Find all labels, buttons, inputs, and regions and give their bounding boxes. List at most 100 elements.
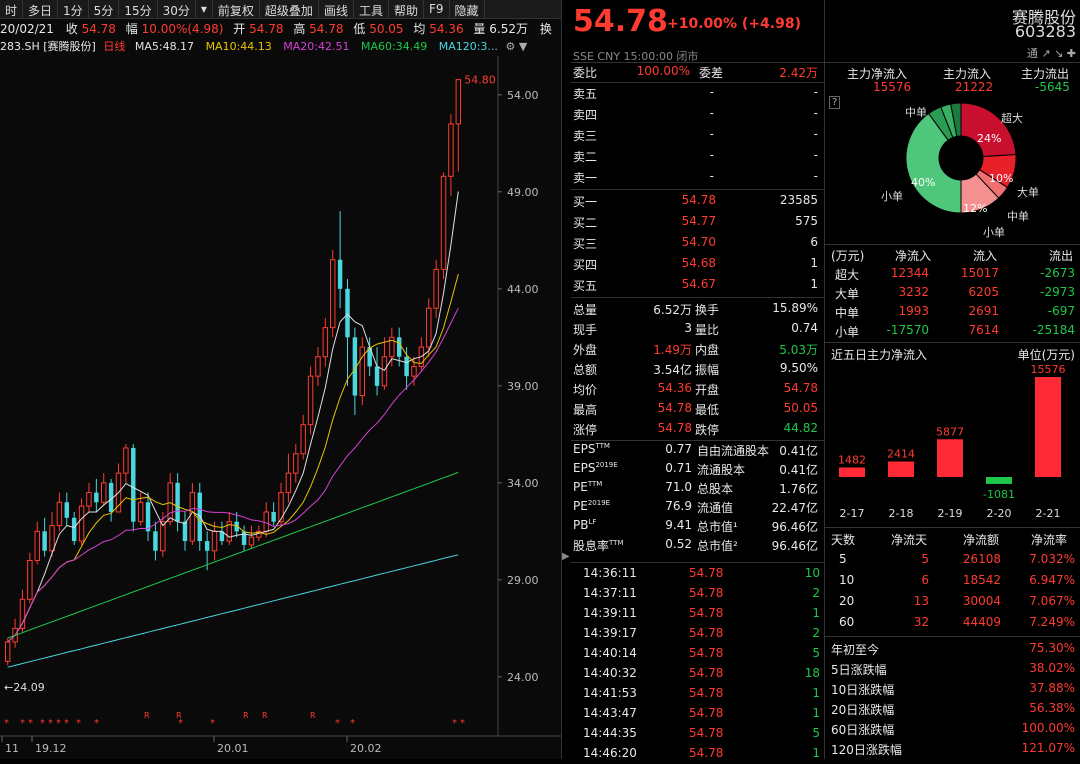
- tick-price: 54.78: [689, 646, 724, 660]
- candle-body: [367, 347, 372, 367]
- stat-label: 振幅: [695, 363, 720, 377]
- low-label: 低: [353, 22, 366, 36]
- period-header-cell: 净流额: [963, 533, 1000, 547]
- sell-level-row[interactable]: 卖三 - -: [571, 125, 824, 145]
- chart-toolbar: 时多日 1分 5分 15分 30分 ▾ 前复权 超级叠加 画线 工具 帮助 F9 隐藏: [0, 0, 561, 19]
- five-day-bar-value: 5877: [936, 425, 964, 438]
- toolbar-item[interactable]: 帮助: [389, 0, 424, 19]
- toolbar-item[interactable]: 15分: [119, 0, 158, 19]
- period-cell: 5: [839, 552, 847, 566]
- toolbar-item[interactable]: 工具: [354, 0, 389, 19]
- candle-body: [64, 502, 70, 518]
- stat-label: 内盘: [695, 343, 720, 357]
- performance-value: 121.07%: [1021, 741, 1075, 755]
- flow-table-row: 中单 1993 2691 -697: [825, 302, 1080, 322]
- buy-level-row[interactable]: 买三 54.70 6: [571, 233, 824, 253]
- period-cell: 7.067%: [1029, 594, 1075, 608]
- expand-arrow-icon[interactable]: ▶: [562, 551, 570, 562]
- tick-time: 14:43:47: [583, 706, 637, 720]
- stat-value: 3.54亿: [653, 363, 692, 377]
- tick-time: 14:39:17: [583, 626, 637, 640]
- candle-body: [271, 511, 276, 522]
- buy-level-row[interactable]: 买一 54.78 23585: [571, 191, 824, 211]
- candle-body: [285, 472, 292, 494]
- tick-row: 14:39:17 54.78 2: [571, 624, 824, 644]
- buy-level-row[interactable]: 买二 54.77 575: [571, 212, 824, 232]
- stat-value: 54.78: [783, 381, 818, 395]
- stat-value: 3: [684, 321, 692, 335]
- stat-label: 跌停: [695, 423, 720, 437]
- tick-volume: 2: [812, 626, 820, 640]
- period-cell: 20: [839, 594, 855, 608]
- tick-time: 14:40:32: [583, 666, 637, 680]
- fundamental-row: 股息率TTM 0.52 总市值² 96.46亿: [571, 535, 824, 555]
- candlestick-chart[interactable]: 54.00 49.00 44.00 39.00 34.00 29.00 24.00 11 19.…: [0, 56, 561, 759]
- toolbar-item[interactable]: ▾: [196, 0, 213, 19]
- toolbar-item[interactable]: 画线: [319, 0, 354, 19]
- fundamental-value: 96.46亿: [771, 539, 818, 553]
- performance-row: 5日涨跌幅 38.02%: [825, 659, 1080, 679]
- divider: [825, 527, 1080, 528]
- candle-body: [86, 492, 92, 507]
- toolbar-item[interactable]: F9: [424, 0, 450, 19]
- buy-level-row[interactable]: 买四 54.68 1: [571, 254, 824, 274]
- tick-row: 14:41:53 54.78 1: [571, 684, 824, 704]
- sell-level-row[interactable]: 卖四 - -: [571, 104, 824, 124]
- five-day-bar: [839, 467, 865, 477]
- buy-price: 54.68: [681, 256, 716, 270]
- sell-level-row[interactable]: 卖五 - -: [571, 83, 824, 103]
- buy-level-label: 买三: [573, 237, 598, 251]
- period-header-cell: 天数: [831, 533, 856, 547]
- ma-legend-line: 283.SH [赛腾股份] 日线 MA5:48.17 MA10:44.13 MA…: [0, 38, 561, 56]
- candle-body: [108, 482, 114, 512]
- candle-body: [389, 336, 395, 358]
- divider: [571, 440, 824, 441]
- performance-label: 120日涨跌幅: [831, 743, 902, 757]
- fundamental-value: 0.71: [665, 461, 692, 475]
- ma60-label: MA60:34.49: [361, 40, 428, 53]
- weibi-label: 委比: [573, 66, 598, 80]
- toolbar-item[interactable]: 前复权: [213, 0, 260, 19]
- performance-label: 年初至今: [831, 643, 880, 657]
- toolbar-item[interactable]: 隐藏: [450, 0, 485, 19]
- panel-divider[interactable]: [561, 0, 571, 759]
- tick-volume: 5: [812, 726, 820, 740]
- toolbar-item[interactable]: 30分: [158, 0, 196, 19]
- divider: [571, 562, 824, 563]
- toolbar-item[interactable]: 超级叠加: [260, 0, 319, 19]
- high-value: 54.78: [309, 22, 344, 36]
- toolbar-item[interactable]: 多日: [23, 0, 59, 19]
- stat-value: 54.78: [657, 401, 692, 415]
- buy-volume: 23585: [779, 193, 818, 207]
- candle-body: [153, 531, 158, 551]
- sell-level-row[interactable]: 卖一 - -: [571, 167, 824, 187]
- buy-level-row[interactable]: 买五 54.67 1: [571, 275, 824, 295]
- event-marker: *: [28, 718, 33, 729]
- five-day-date: 2-17: [840, 507, 865, 520]
- help-icon[interactable]: ?: [829, 96, 841, 109]
- sell-level-row[interactable]: 卖二 - -: [571, 146, 824, 166]
- tick-volume: 1: [812, 746, 820, 760]
- buy-price: 54.77: [681, 214, 716, 228]
- collapse-icon[interactable]: ▼: [518, 40, 528, 53]
- flow-value: -5645: [1035, 80, 1070, 94]
- fundamental-superscript: TTM: [587, 480, 603, 488]
- performance-value: 38.02%: [1029, 661, 1075, 675]
- candle-body: [160, 521, 166, 552]
- event-marker: *: [350, 718, 355, 729]
- settings-icon[interactable]: ⚙: [505, 40, 516, 53]
- buy-level-label: 买二: [573, 216, 598, 230]
- tick-price: 54.78: [689, 746, 724, 760]
- rating-marker: R: [262, 711, 268, 720]
- toolbar-item[interactable]: 1分: [58, 0, 89, 19]
- flow-header: 主力流出: [1021, 67, 1070, 81]
- stat-label: 量比: [695, 323, 720, 337]
- tick-time: 14:39:11: [583, 606, 637, 620]
- toolbar-item[interactable]: 5分: [89, 0, 120, 19]
- table-header: (万元): [831, 249, 865, 263]
- stock-name-tag: [赛腾股份]: [43, 40, 96, 53]
- candle-body: [307, 375, 314, 426]
- toolbar-icons[interactable]: 通 ↗ ↘ ✚: [1026, 47, 1076, 60]
- donut-label: 大单: [1017, 185, 1039, 199]
- toolbar-item[interactable]: 时: [0, 0, 24, 19]
